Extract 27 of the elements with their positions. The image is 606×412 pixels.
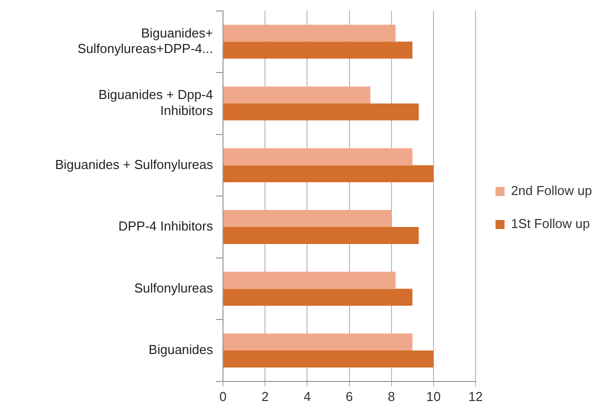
bar (224, 272, 396, 289)
bar (224, 226, 419, 244)
x-tick-label: 8 (388, 388, 395, 404)
y-tick-label: DPP-4 Inhibitors (118, 218, 214, 234)
bar (224, 334, 412, 351)
bar (224, 148, 412, 166)
legend-label: 2nd Follow up (511, 183, 592, 198)
y-tick-label: Sulfonylureas (134, 280, 214, 296)
bar (224, 210, 392, 227)
bar (224, 24, 396, 42)
y-tick-label: Biguanides + Dpp-4 Inhibitors (98, 87, 214, 118)
x-tick-label: 6 (346, 388, 353, 404)
bar (224, 42, 412, 59)
y-tick-label: Biguanides+ Sulfonylureas+DPP-4... (78, 25, 213, 56)
bar (224, 350, 434, 368)
bar (224, 86, 370, 104)
y-tick-label: Biguanides + Sulfonylureas (55, 156, 214, 172)
x-tick-label: 0 (219, 388, 227, 404)
bar (224, 165, 434, 182)
x-tick-label: 10 (426, 388, 441, 404)
x-tick-label: 4 (304, 388, 311, 404)
legend-label: 1St Follow up (511, 216, 590, 232)
y-tick-label: Biguanides (148, 342, 214, 358)
x-tick-label: 2 (261, 388, 269, 404)
bar (224, 103, 419, 120)
bar (224, 288, 412, 306)
x-tick-label: 12 (468, 388, 483, 404)
